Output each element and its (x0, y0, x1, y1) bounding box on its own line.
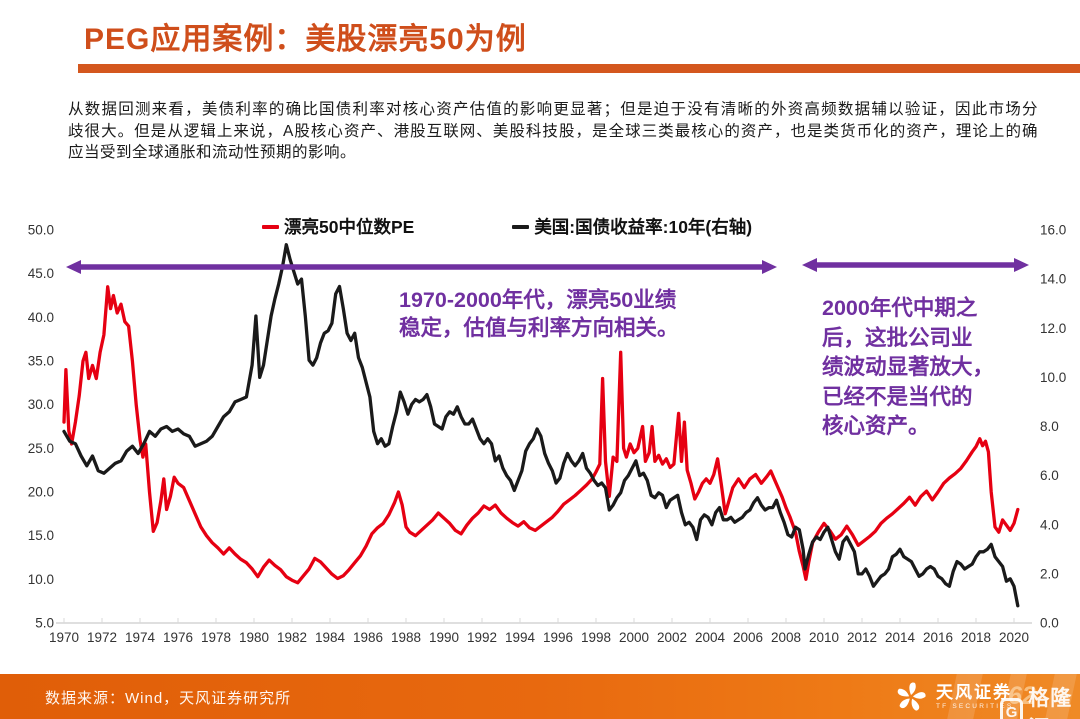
legend-item-yield: 美国:国债收益率:10年(右轴) (512, 214, 752, 239)
body-paragraph: 从数据回测来看，美债利率的确比国债利率对核心资产估值的影响更显著；但是迫于没有清… (68, 99, 1038, 164)
svg-text:12.0: 12.0 (1040, 321, 1066, 336)
svg-text:6.0: 6.0 (1040, 468, 1059, 483)
pe-yield-line-chart: 1970 1972 1974 1976 1978 1980 1982 1984 1986 1988… (28, 223, 1067, 646)
svg-text:20.0: 20.0 (28, 485, 54, 500)
svg-text:25.0: 25.0 (28, 441, 54, 456)
svg-text:1972: 1972 (87, 630, 117, 645)
svg-text:14.0: 14.0 (1040, 272, 1066, 287)
svg-text:2020: 2020 (999, 630, 1029, 645)
svg-text:1986: 1986 (353, 630, 383, 645)
gelonghui-name: 格隆汇 (1028, 687, 1073, 719)
svg-text:2000: 2000 (619, 630, 649, 645)
svg-text:1988: 1988 (391, 630, 421, 645)
chart-legend: 漂亮50中位数PE 美国:国债收益率:10年(右轴) (262, 214, 752, 239)
svg-text:2018: 2018 (961, 630, 991, 645)
legend-label-yield: 美国:国债收益率:10年(右轴) (534, 217, 753, 237)
tf-securities-logo: 天风证券 TF SECURITIES (893, 679, 1013, 715)
svg-text:1974: 1974 (125, 630, 156, 645)
svg-text:2.0: 2.0 (1040, 566, 1059, 581)
red-line-swatch (262, 224, 279, 229)
gelonghui-logo: G 格隆汇 (1000, 682, 1080, 719)
svg-text:2002: 2002 (657, 630, 687, 645)
tf-logo-text: 天风证券 TF SECURITIES (936, 684, 1013, 711)
tf-pinwheel-icon (897, 682, 926, 711)
svg-text:10.0: 10.0 (1040, 370, 1066, 385)
svg-text:2010: 2010 (809, 630, 839, 645)
svg-text:45.0: 45.0 (28, 266, 54, 281)
svg-text:2008: 2008 (771, 630, 801, 645)
data-source-note: 数据来源：Wind，天风证券研究所 (45, 690, 292, 707)
black-line-swatch (512, 224, 530, 229)
svg-text:0.0: 0.0 (1040, 616, 1059, 631)
svg-text:1978: 1978 (201, 630, 231, 645)
svg-text:50.0: 50.0 (28, 223, 54, 238)
page-title: PEG应用案例：美股漂亮50为例 (84, 23, 527, 56)
svg-text:16.0: 16.0 (1040, 223, 1066, 238)
svg-text:5.0: 5.0 (35, 616, 54, 631)
svg-text:1980: 1980 (239, 630, 269, 645)
body-line-1: 从数据回测来看，美债利率的确比国债利率对核心资产估值的影响更显著；但是迫于没有清… (68, 101, 1038, 118)
svg-text:2006: 2006 (733, 630, 763, 645)
svg-text:1996: 1996 (543, 630, 573, 645)
annotation-post-2000s: 2000年代中期之 后，这批公司业 绩波动显著放大， 已经不是当代的 核心资产。 (822, 296, 995, 438)
svg-text:1982: 1982 (277, 630, 307, 645)
svg-text:35.0: 35.0 (28, 354, 54, 369)
svg-text:1970: 1970 (49, 630, 79, 645)
legend-label-pe: 漂亮50中位数PE (284, 217, 415, 237)
svg-text:2012: 2012 (847, 630, 877, 645)
svg-text:30.0: 30.0 (28, 397, 54, 412)
svg-text:1976: 1976 (163, 630, 193, 645)
svg-text:8.0: 8.0 (1040, 419, 1059, 434)
svg-text:1984: 1984 (315, 630, 346, 645)
legend-item-pe: 漂亮50中位数PE (262, 214, 414, 239)
svg-text:1990: 1990 (429, 630, 459, 645)
svg-text:15.0: 15.0 (28, 528, 54, 543)
svg-text:2016: 2016 (923, 630, 953, 645)
footer-bar: 62 数据来源：Wind，天风证券研究所 天风证券 TF SECURITIES … (0, 674, 1080, 719)
tf-subtitle: TF SECURITIES (936, 702, 1014, 710)
svg-text:1994: 1994 (505, 630, 536, 645)
body-line-2: 歧很大。但是从逻辑上来说，A股核心资产、港股互联网、美股科技股，是全球三类最核心… (68, 122, 1038, 140)
svg-text:2014: 2014 (885, 630, 916, 645)
tf-name: 天风证券 (936, 682, 1012, 702)
title-underline-bar (78, 64, 1080, 73)
svg-text:1992: 1992 (467, 630, 497, 645)
svg-text:4.0: 4.0 (1040, 517, 1059, 532)
svg-text:10.0: 10.0 (28, 572, 54, 587)
body-line-3: 应当受到全球通胀和流动性预期的影响。 (68, 144, 357, 161)
gelonghui-g-icon: G (1000, 698, 1024, 719)
annotation-1970-2000: 1970-2000年代，漂亮50业绩 稳定，估值与利率方向相关。 (399, 288, 679, 340)
svg-text:2004: 2004 (695, 630, 726, 645)
svg-text:1998: 1998 (581, 630, 611, 645)
svg-text:40.0: 40.0 (28, 310, 54, 325)
